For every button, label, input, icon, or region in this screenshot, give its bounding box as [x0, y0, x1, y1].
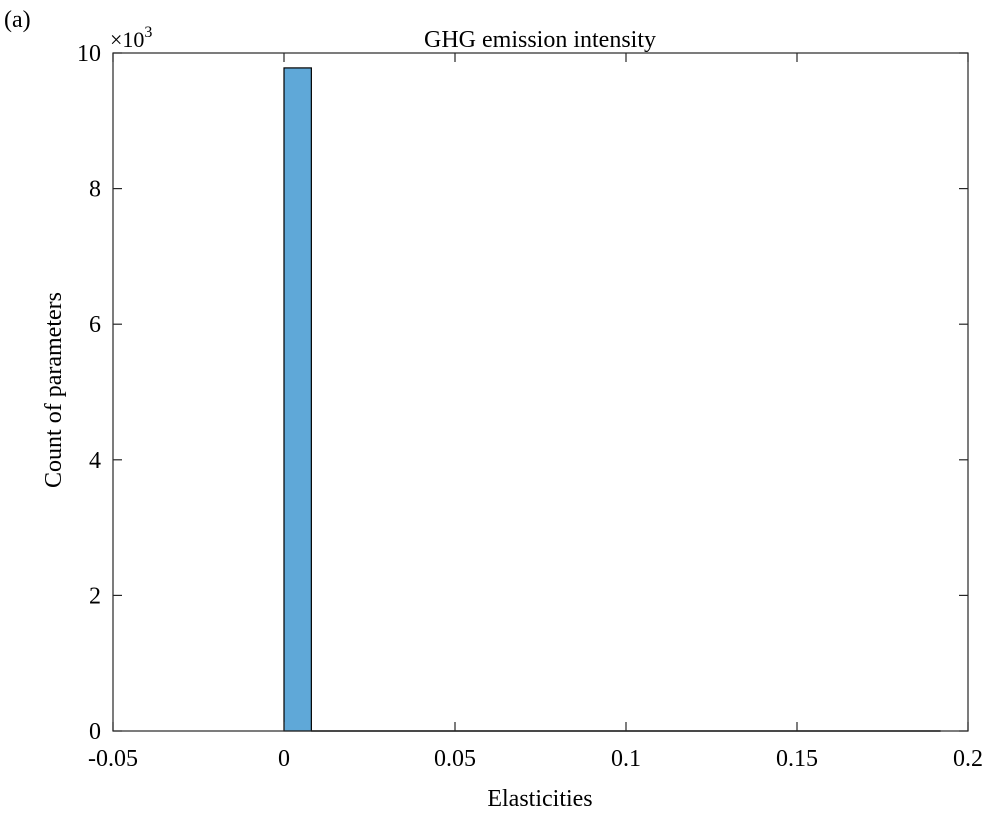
- y-exponent-label: ×103: [110, 24, 152, 52]
- x-tick-label: 0.2: [953, 746, 983, 772]
- y-tick-label: 10: [77, 41, 101, 67]
- y-tick-label: 2: [89, 583, 101, 609]
- x-axis-label: Elasticities: [487, 786, 592, 812]
- x-tick-label: 0.1: [611, 746, 641, 772]
- y-axis-ticks: 0 2 4 6 8 10: [77, 41, 968, 745]
- y-tick-label: 6: [89, 312, 101, 338]
- y-exponent-base: ×10: [110, 27, 144, 52]
- y-tick-label: 0: [89, 719, 101, 745]
- x-tick-label: 0.05: [434, 746, 476, 772]
- chart-title: GHG emission intensity: [424, 27, 656, 53]
- x-tick-label: 0: [278, 746, 290, 772]
- panel-label: (a): [4, 7, 31, 33]
- y-axis-label: Count of parameters: [41, 292, 67, 488]
- x-axis-ticks: -0.05 0 0.05 0.1 0.15 0.2: [88, 53, 983, 772]
- x-tick-label: 0.15: [776, 746, 818, 772]
- bars-group: [283, 67, 941, 732]
- plot-frame: [112, 52, 969, 732]
- histogram-bar: [283, 67, 312, 732]
- y-tick-label: 4: [89, 448, 101, 474]
- y-tick-label: 8: [89, 177, 101, 203]
- x-tick-label: -0.05: [88, 746, 138, 772]
- y-exponent-power: 3: [144, 24, 152, 41]
